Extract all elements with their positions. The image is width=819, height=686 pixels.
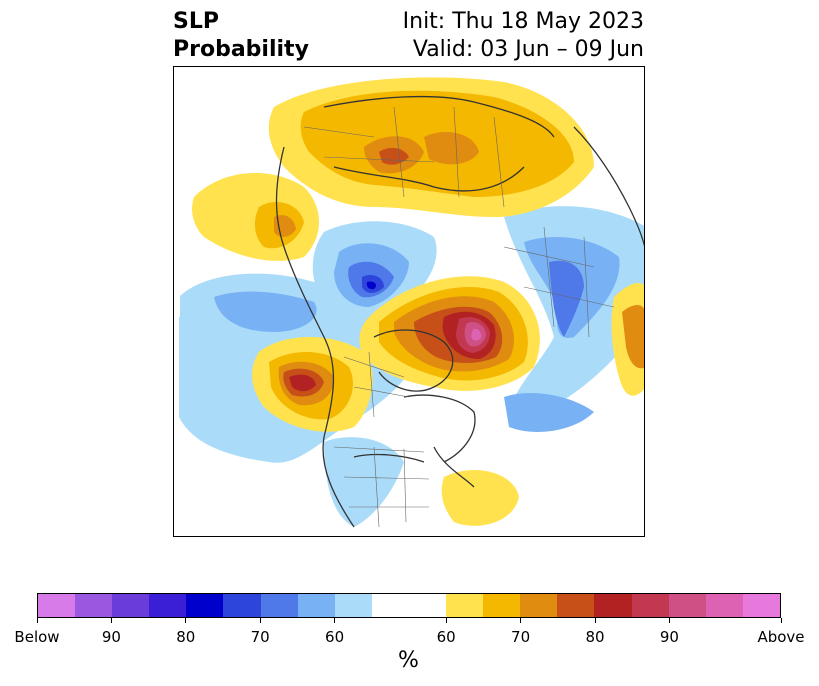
- colorbar-tick: [520, 618, 522, 623]
- colorbar-tick-label: Below: [14, 628, 60, 646]
- probability-colorbar: [37, 593, 781, 618]
- colorbar-unit: %: [398, 648, 419, 673]
- political-borders: [303, 106, 615, 528]
- colorbar-segment: [594, 594, 632, 617]
- colorbar-segment: [520, 594, 558, 617]
- colorbar-segment: [408, 594, 447, 617]
- colorbar-tick-label: 80: [585, 628, 605, 646]
- colorbar-segment: [186, 594, 224, 617]
- coastlines: [275, 95, 644, 528]
- init-date: Init: Thu 18 May 2023: [402, 9, 644, 34]
- map-edge-gap: [174, 287, 180, 317]
- map-canvas: [174, 77, 644, 528]
- title-variable: SLP: [173, 9, 219, 34]
- colorbar-segment: [557, 594, 595, 617]
- above-normal-shading: [192, 77, 644, 526]
- probability-map: [173, 66, 645, 537]
- colorbar-segment: [297, 594, 335, 617]
- colorbar-tick-label: 90: [101, 628, 121, 646]
- colorbar-segment: [334, 594, 372, 617]
- colorbar-tick: [110, 618, 112, 623]
- map-title: SLP Probability: [173, 8, 309, 64]
- colorbar-segment: [705, 594, 743, 617]
- colorbar-segment: [668, 594, 706, 617]
- colorbar-tick: [36, 618, 38, 623]
- colorbar-tick-label: 80: [176, 628, 196, 646]
- colorbar-tick: [259, 618, 261, 623]
- colorbar-tick-label: 60: [436, 628, 456, 646]
- colorbar-segment: [260, 594, 298, 617]
- colorbar-segment: [742, 594, 780, 617]
- colorbar-segment: [38, 594, 76, 617]
- colorbar-tick-label: Above: [757, 628, 805, 646]
- colorbar-tick: [780, 618, 782, 623]
- colorbar-tick-label: 70: [250, 628, 270, 646]
- title-product: Probability: [173, 37, 309, 62]
- map-dates: Init: Thu 18 May 2023 Valid: 03 Jun – 09…: [403, 8, 644, 64]
- colorbar-tick: [594, 618, 596, 623]
- colorbar-segment: [371, 594, 409, 617]
- colorbar-segment: [446, 594, 484, 617]
- colorbar-segment: [112, 594, 150, 617]
- colorbar-tick: [334, 618, 336, 623]
- colorbar-segment: [223, 594, 261, 617]
- colorbar-segment: [149, 594, 187, 617]
- colorbar-segment: [631, 594, 669, 617]
- colorbar-tick-label: 60: [325, 628, 345, 646]
- colorbar-tick: [185, 618, 187, 623]
- valid-range: Valid: 03 Jun – 09 Jun: [412, 37, 644, 62]
- colorbar-tick: [668, 618, 670, 623]
- colorbar-tick: [445, 618, 447, 623]
- colorbar-tick-label: 90: [659, 628, 679, 646]
- colorbar-segment: [483, 594, 521, 617]
- colorbar-tick-label: 70: [511, 628, 531, 646]
- colorbar-segment: [75, 594, 113, 617]
